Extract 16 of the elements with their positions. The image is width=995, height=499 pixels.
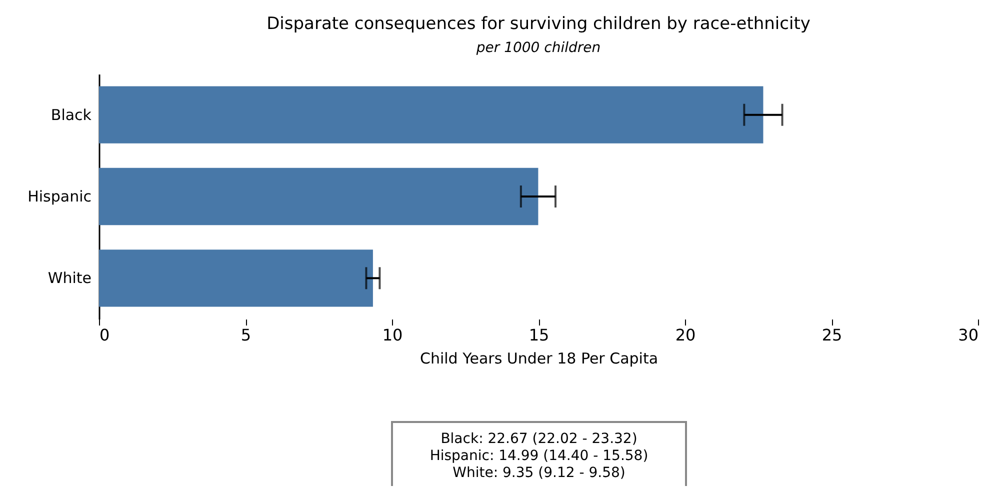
- x-tick-label: 25: [822, 326, 842, 344]
- chart-title: Disparate consequences for surviving children by race-ethnicity: [266, 14, 810, 34]
- text: Black: 22.67 (22.02 - 23.32): [440, 431, 638, 448]
- text: Hispanic: 14.99 (14.40 - 15.58): [428, 448, 650, 465]
- chart-subtitle: per 1000 children: [475, 40, 601, 56]
- x-tick-label: 0: [100, 326, 110, 344]
- x-tick-label: 10: [382, 326, 403, 344]
- text: White: 9.35 (9.12 - 9.58): [452, 465, 626, 482]
- x-tick-label: 15: [528, 326, 550, 344]
- x-axis-title: Child Years Under 18 Per Capita: [420, 350, 658, 368]
- x-tick-label: 30: [958, 326, 978, 344]
- x-tick-label: 20: [675, 326, 696, 344]
- y-tick-label: White: [48, 269, 92, 288]
- x-tick-label: 5: [240, 326, 252, 344]
- y-tick-label: Black: [50, 106, 92, 124]
- y-tick-label: Hispanic: [28, 188, 92, 206]
